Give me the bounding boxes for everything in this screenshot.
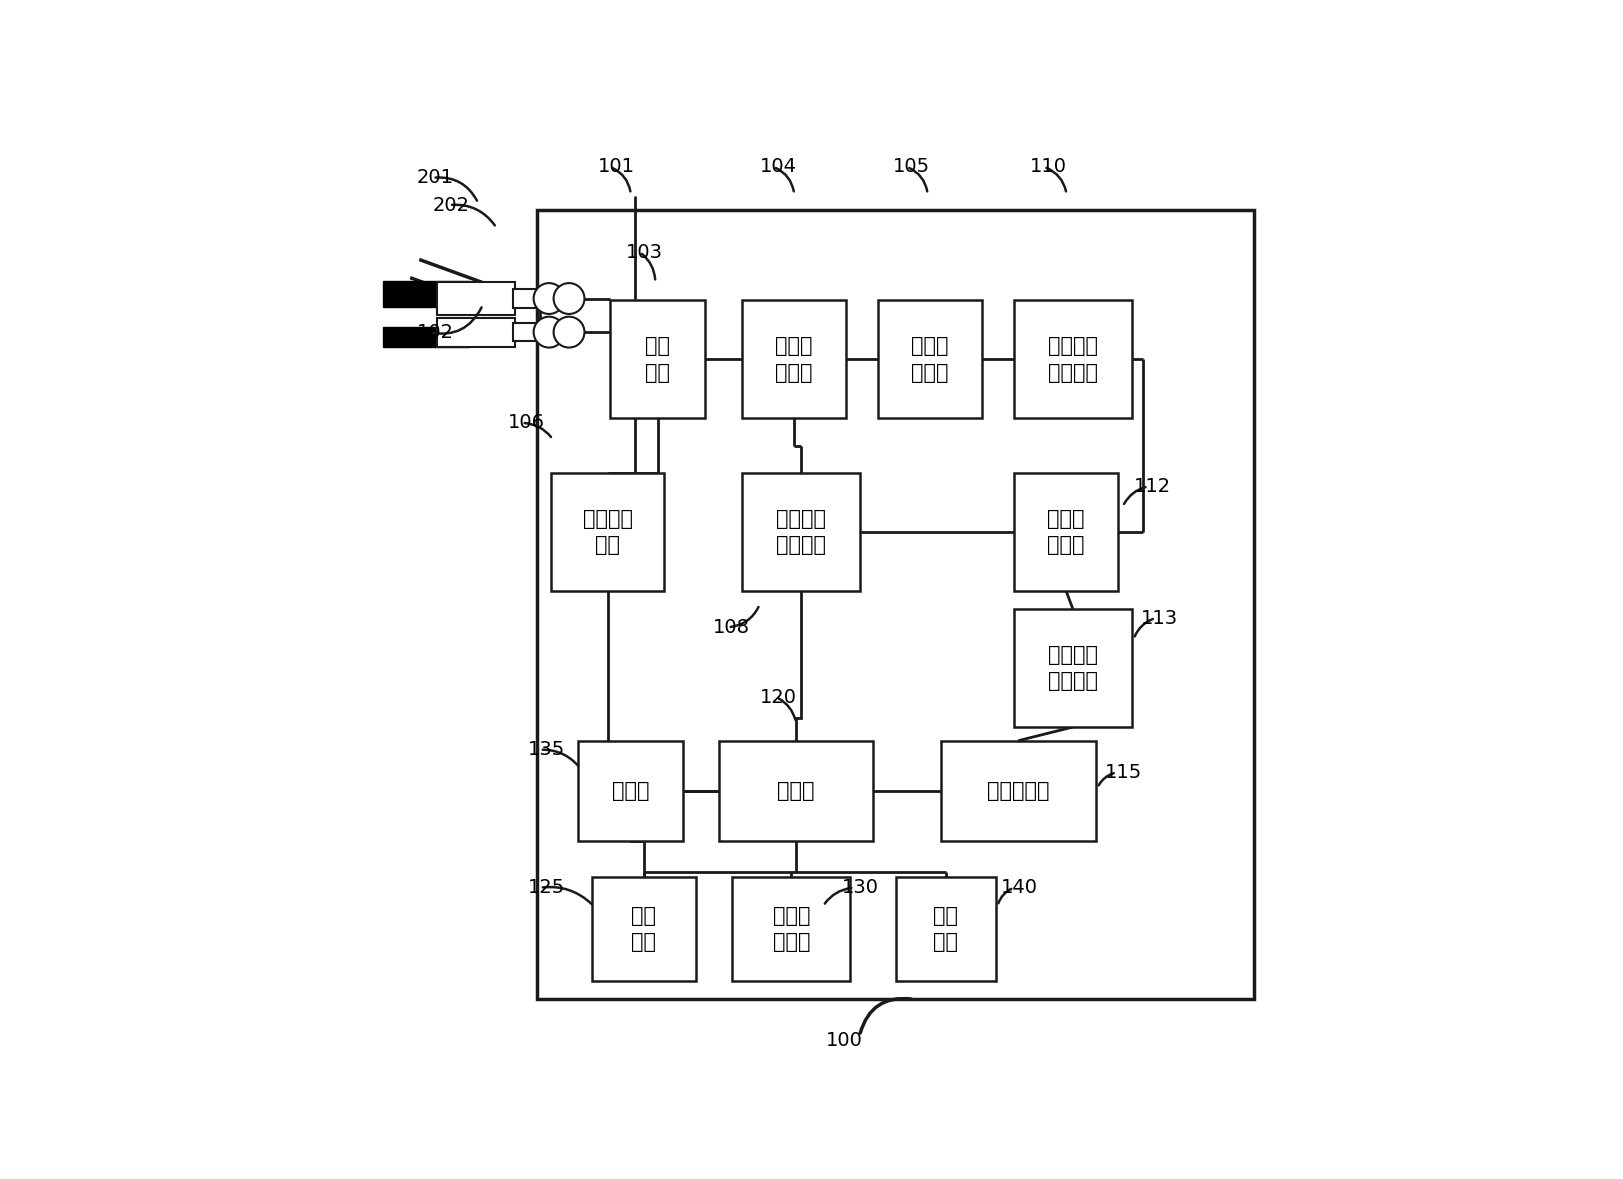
Text: 113: 113 xyxy=(1141,608,1177,627)
Text: 108: 108 xyxy=(712,618,748,637)
Bar xyxy=(1013,301,1131,419)
Bar xyxy=(513,323,539,341)
Text: 103: 103 xyxy=(626,243,662,262)
FancyArrow shape xyxy=(383,327,469,347)
Bar xyxy=(742,301,846,419)
Text: 第二选
择开关: 第二选 择开关 xyxy=(1047,508,1084,555)
Text: 语音播
报模块: 语音播 报模块 xyxy=(773,905,810,953)
Bar xyxy=(1013,473,1118,591)
Circle shape xyxy=(553,317,584,348)
Text: 前端采
集电路: 前端采 集电路 xyxy=(911,336,948,382)
Bar xyxy=(1013,610,1131,727)
Circle shape xyxy=(534,317,565,348)
Text: 多路模拟
控制电路: 多路模拟 控制电路 xyxy=(1047,336,1097,382)
Bar xyxy=(896,877,995,981)
Bar xyxy=(578,740,682,841)
Text: 130: 130 xyxy=(841,878,878,897)
Bar xyxy=(610,301,704,419)
Text: 101: 101 xyxy=(597,158,635,177)
Text: 102: 102 xyxy=(415,323,453,342)
Bar xyxy=(550,473,664,591)
Bar xyxy=(537,210,1253,1000)
Text: 100: 100 xyxy=(826,1030,862,1049)
Text: 110: 110 xyxy=(1029,158,1066,177)
Text: 115: 115 xyxy=(1104,763,1141,782)
Bar xyxy=(719,740,873,841)
Bar xyxy=(437,282,514,315)
Text: 106: 106 xyxy=(508,414,545,433)
Text: 显示
模块: 显示 模块 xyxy=(631,905,656,953)
Circle shape xyxy=(534,283,565,314)
Text: 多路量程
控制电路: 多路量程 控制电路 xyxy=(1047,645,1097,691)
Text: 处理器: 处理器 xyxy=(777,780,815,801)
Text: 202: 202 xyxy=(433,196,469,215)
Text: 201: 201 xyxy=(415,169,453,187)
Text: 112: 112 xyxy=(1133,477,1170,496)
Text: 第一选
择开关: 第一选 择开关 xyxy=(774,336,812,382)
Bar xyxy=(513,289,539,309)
Text: 104: 104 xyxy=(760,158,797,177)
Bar xyxy=(437,317,514,347)
Circle shape xyxy=(553,283,584,314)
Text: 120: 120 xyxy=(760,687,797,706)
Text: 存储器: 存储器 xyxy=(612,780,649,801)
FancyArrow shape xyxy=(383,282,469,307)
Text: 接口检测
模块: 接口检测 模块 xyxy=(583,508,633,555)
Text: 保护
电路: 保护 电路 xyxy=(644,336,670,382)
Text: 105: 105 xyxy=(893,158,930,177)
Text: 140: 140 xyxy=(1000,878,1037,897)
Bar xyxy=(732,877,850,981)
Text: 交流信号
产生模块: 交流信号 产生模块 xyxy=(776,508,824,555)
Bar xyxy=(591,877,696,981)
Text: 125: 125 xyxy=(527,878,565,897)
Text: 135: 135 xyxy=(527,740,565,759)
Text: 模数转换器: 模数转换器 xyxy=(987,780,1048,801)
Bar xyxy=(876,301,982,419)
Bar xyxy=(941,740,1096,841)
Text: 数据
接口: 数据 接口 xyxy=(933,905,958,953)
Bar xyxy=(742,473,859,591)
